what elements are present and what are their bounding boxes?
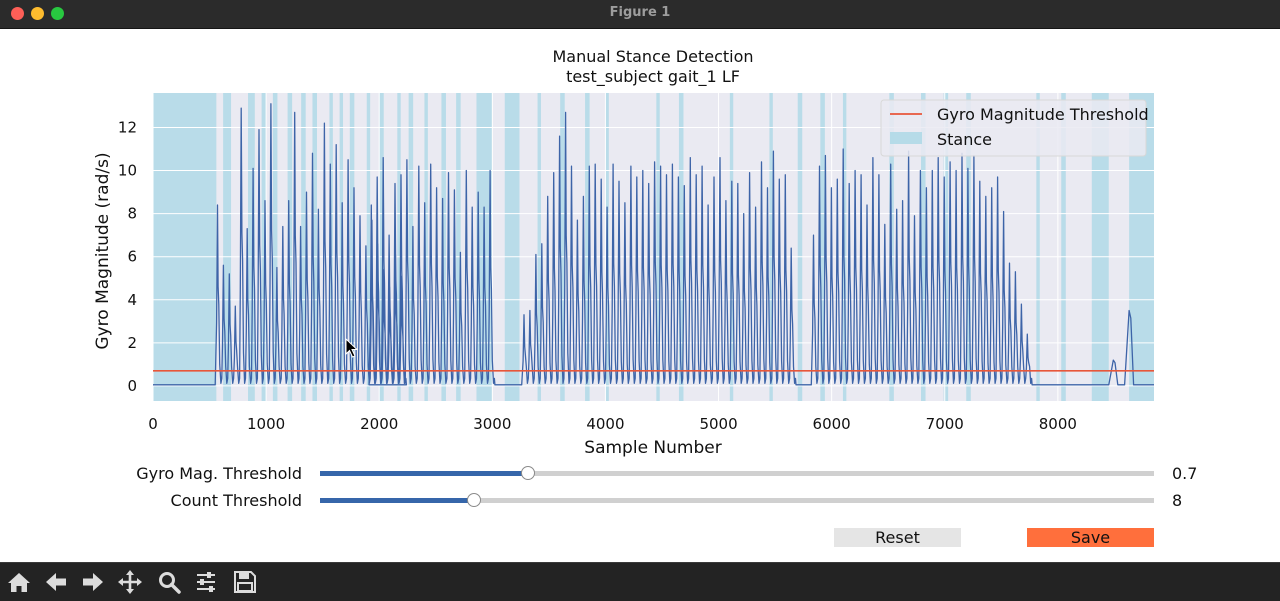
stance-region — [560, 93, 565, 401]
navigation-toolbar — [0, 562, 1280, 601]
pan-button[interactable] — [114, 566, 146, 598]
stance-region — [842, 93, 847, 401]
threshold-slider-handle[interactable] — [521, 466, 535, 480]
legend-stance-swatch — [890, 132, 922, 144]
forward-button[interactable] — [77, 566, 109, 598]
threshold-slider-track[interactable] — [320, 471, 1154, 476]
x-tick-label: 8000 — [1039, 415, 1077, 433]
stance-region — [301, 93, 306, 401]
count-slider-handle[interactable] — [467, 493, 481, 507]
count-slider-track[interactable] — [320, 498, 1154, 503]
stance-region — [424, 93, 428, 401]
stance-region — [1036, 93, 1040, 401]
legend-threshold-label: Gyro Magnitude Threshold — [937, 105, 1149, 124]
close-window-button[interactable] — [11, 7, 24, 20]
save-figure-icon — [234, 571, 256, 593]
stance-region — [1091, 93, 1109, 401]
configure-subplots-icon — [197, 572, 215, 592]
y-tick-label: 6 — [127, 248, 137, 266]
stance-region — [797, 93, 803, 401]
legend-box — [880, 99, 1147, 157]
y-tick-label: 0 — [127, 377, 137, 395]
threshold-slider-label: Gyro Mag. Threshold — [136, 464, 302, 483]
x-tick-label: 7000 — [926, 415, 964, 433]
y-tick-labels: 0 2 4 6 8 10 12 — [118, 118, 137, 394]
save-button[interactable]: Save — [1027, 528, 1154, 547]
y-tick-label: 12 — [118, 118, 137, 136]
stance-region — [537, 93, 541, 401]
stance-region — [272, 93, 278, 401]
configure-subplots-button[interactable] — [190, 566, 222, 598]
y-tick-label: 4 — [127, 291, 137, 309]
x-tick-label: 3000 — [473, 415, 511, 433]
home-icon — [8, 573, 30, 592]
y-tick-label: 10 — [118, 162, 137, 180]
stance-region — [312, 93, 318, 401]
stance-region — [287, 93, 293, 401]
stance-region — [397, 93, 401, 401]
count-slider-value: 8 — [1172, 491, 1183, 510]
gyro-chart: Manual Stance Detection test_subject gai… — [93, 47, 1154, 458]
x-tick-label: 1000 — [247, 415, 285, 433]
y-axis-label: Gyro Magnitude (rad/s) — [93, 152, 113, 349]
legend: Gyro Magnitude Threshold Stance — [880, 99, 1149, 157]
y-tick-label: 8 — [127, 205, 137, 223]
stance-region — [379, 93, 384, 401]
zoom-button[interactable] — [153, 566, 185, 598]
x-tick-label: 4000 — [586, 415, 624, 433]
stance-region — [656, 93, 660, 401]
stance-region — [1061, 93, 1066, 401]
back-button[interactable] — [40, 566, 72, 598]
chart-subtitle: test_subject gait_1 LF — [566, 67, 740, 87]
threshold-slider-value: 0.7 — [1172, 464, 1198, 483]
stance-region — [820, 93, 825, 401]
stance-region — [456, 93, 461, 401]
stance-region — [261, 93, 267, 401]
stance-region — [248, 93, 255, 401]
chart-title: Manual Stance Detection — [552, 47, 753, 66]
x-tick-labels: 0 1000 2000 3000 4000 5000 6000 7000 8000 — [148, 415, 1077, 433]
forward-arrow-icon — [83, 573, 103, 591]
threshold-slider-fill — [320, 471, 528, 476]
zoom-icon — [159, 572, 181, 594]
stance-region — [223, 93, 232, 401]
stance-region — [920, 93, 926, 401]
x-tick-label: 6000 — [813, 415, 851, 433]
count-slider-label: Count Threshold — [170, 491, 302, 510]
mouse-pointer-icon — [345, 338, 359, 358]
window-titlebar: Figure 1 — [0, 0, 1280, 29]
stance-region — [769, 93, 773, 401]
back-arrow-icon — [46, 573, 66, 591]
stance-region — [408, 93, 414, 401]
reset-button[interactable]: Reset — [834, 528, 961, 547]
stance-region — [153, 93, 217, 401]
gyro-magnitude-series — [153, 103, 1154, 386]
x-axis-label: Sample Number — [584, 438, 721, 458]
x-tick-label: 0 — [148, 415, 158, 433]
stance-region — [504, 93, 520, 401]
count-slider-fill — [320, 498, 474, 503]
stance-region — [441, 93, 446, 401]
stance-region — [585, 93, 590, 401]
x-tick-label: 5000 — [699, 415, 737, 433]
minimize-window-button[interactable] — [31, 7, 44, 20]
window-title: Figure 1 — [609, 5, 671, 20]
x-tick-label: 2000 — [360, 415, 398, 433]
stance-region — [366, 93, 371, 401]
legend-stance-label: Stance — [937, 130, 992, 149]
stance-region — [678, 93, 684, 401]
stance-region — [349, 93, 355, 401]
figure-canvas: Manual Stance Detection test_subject gai… — [0, 29, 1280, 562]
maximize-window-button[interactable] — [51, 7, 64, 20]
home-button[interactable] — [3, 566, 35, 598]
save-figure-button[interactable] — [229, 566, 261, 598]
stance-region — [943, 93, 949, 401]
y-tick-label: 2 — [127, 334, 137, 352]
pan-icon — [118, 570, 142, 594]
